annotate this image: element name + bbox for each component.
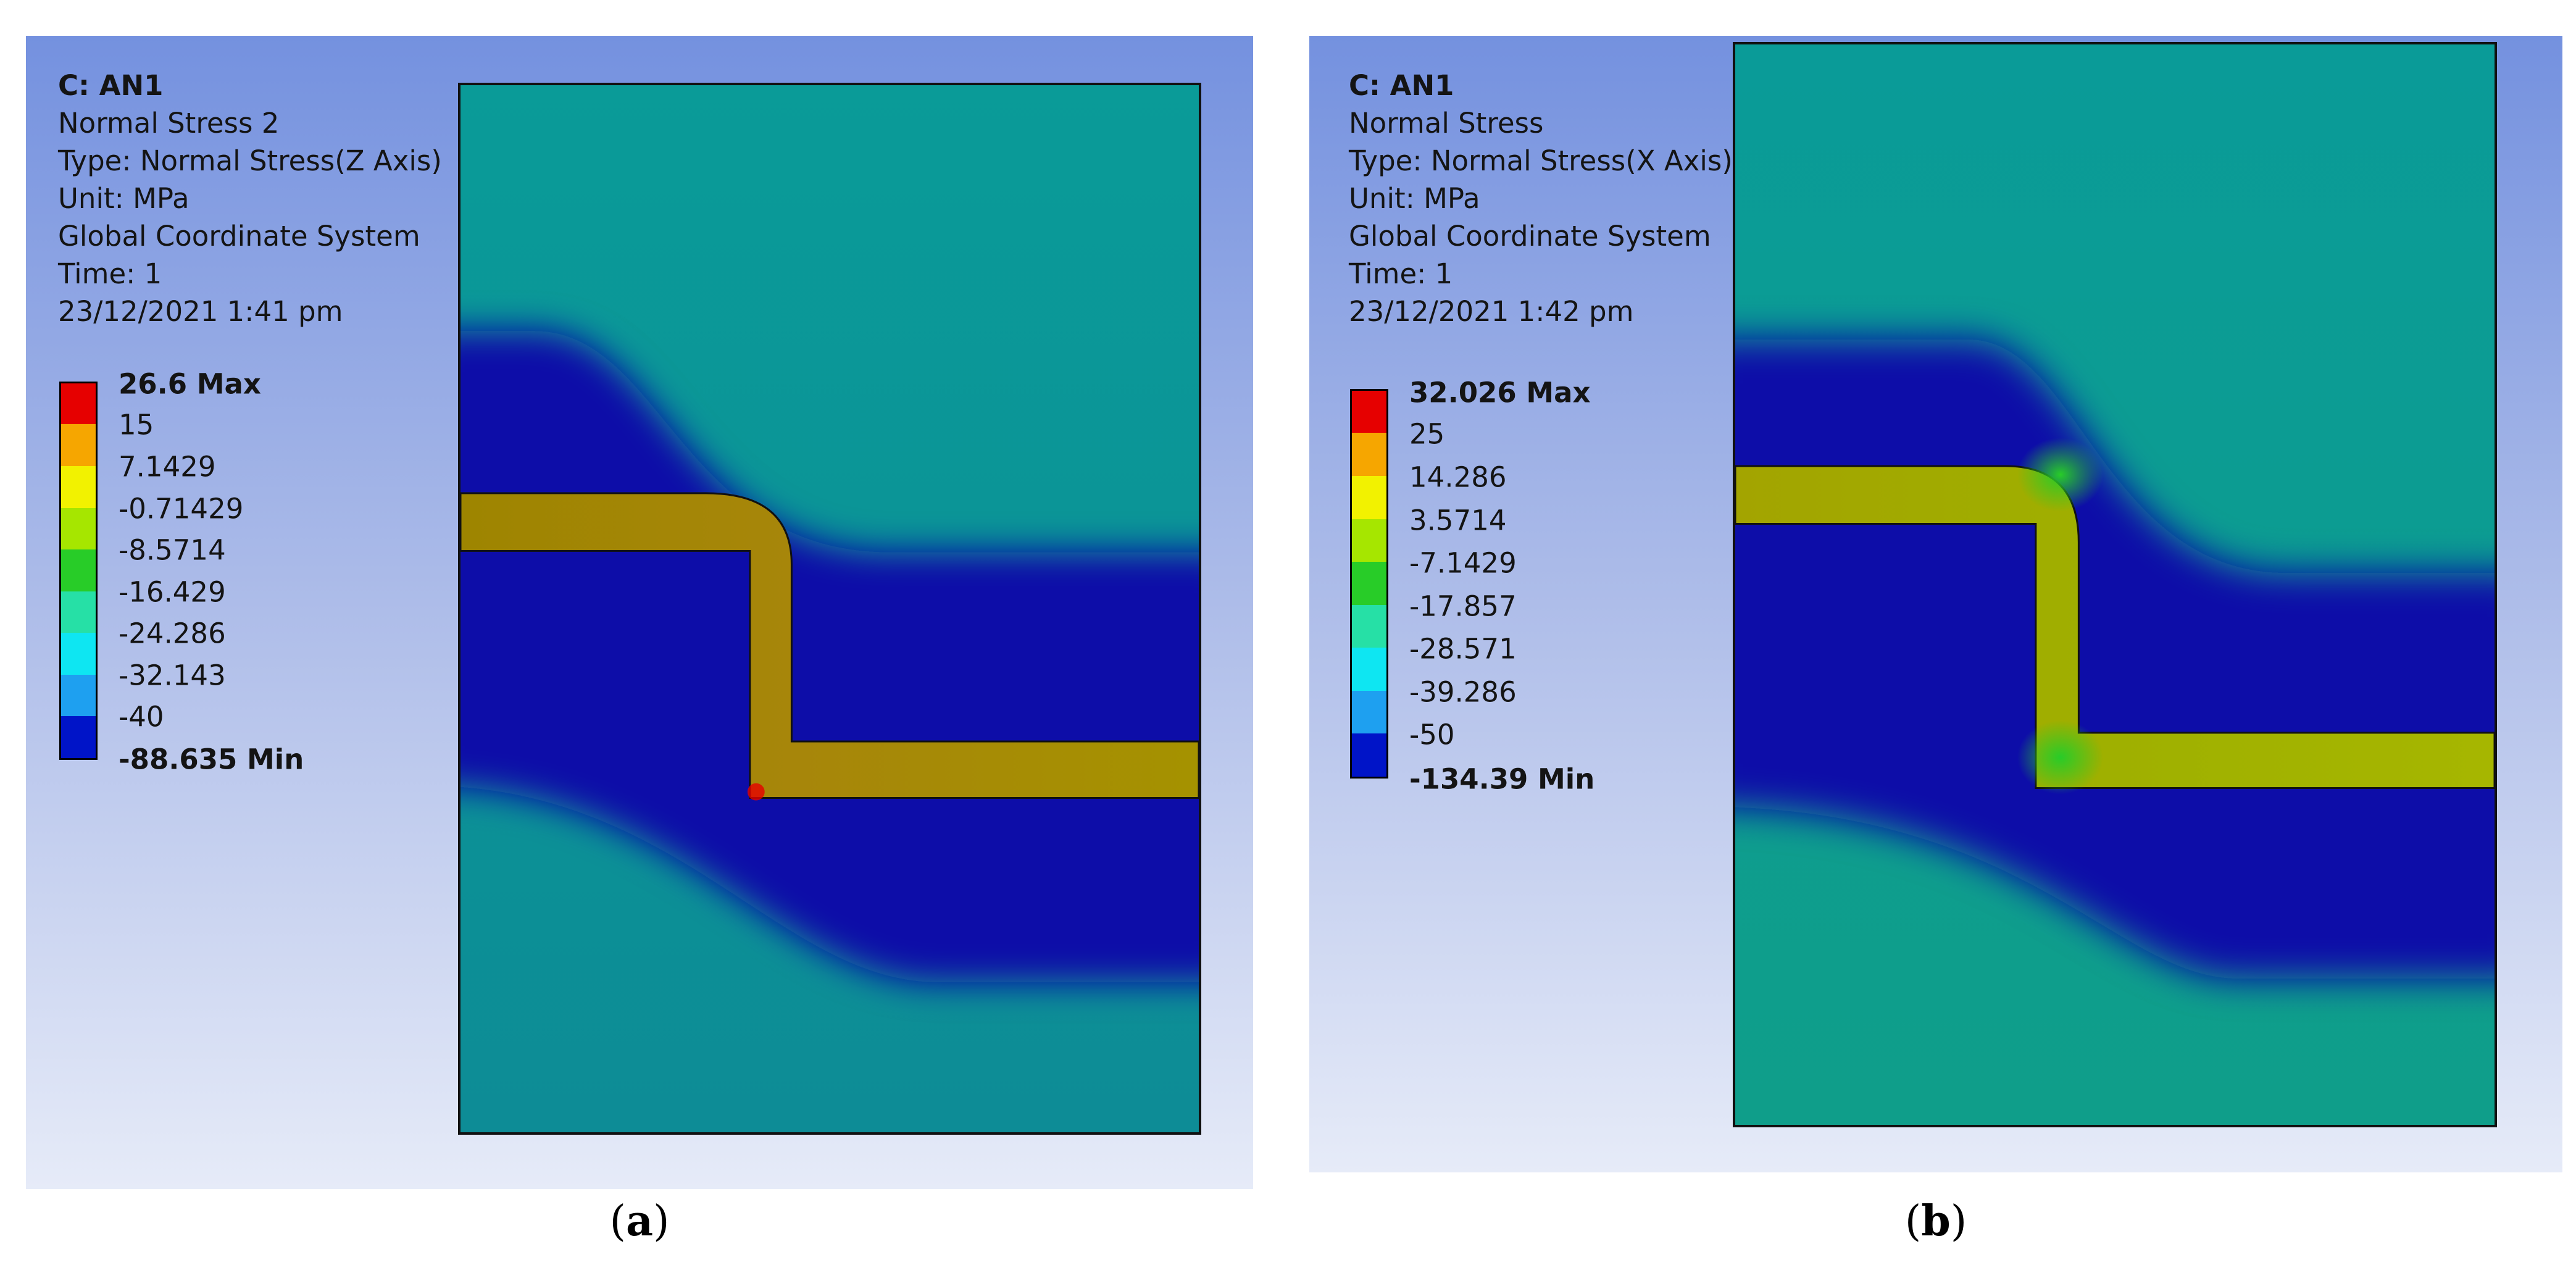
date-label: 23/12/2021 1:42 pm — [1349, 295, 1634, 328]
viewport-b[interactable]: C: AN1 Normal Stress Type: Normal Stress… — [1309, 36, 2562, 1172]
legend-color-bar — [59, 382, 98, 760]
stress-hotspot — [2017, 438, 2104, 512]
info-block: C: AN1 Normal Stress 2 Type: Normal Stre… — [58, 67, 442, 330]
legend-swatch — [61, 633, 96, 675]
contour-plot — [461, 85, 1199, 1132]
legend-level-label: 3.5714 — [1409, 504, 1507, 537]
result-type: Type: Normal Stress(Z Axis) — [58, 144, 442, 177]
legend-swatch — [61, 549, 96, 591]
stress-hotspot — [747, 783, 765, 801]
panel-caption: (a) — [609, 1196, 670, 1246]
analysis-title: C: AN1 — [58, 69, 164, 102]
legend-swatch — [1352, 562, 1386, 605]
legend-level-label: -16.429 — [119, 575, 226, 609]
legend-swatch — [61, 466, 96, 508]
legend-level-label: -0.71429 — [119, 492, 244, 525]
time-label: Time: 1 — [58, 257, 162, 290]
coordinate-system-label: Global Coordinate System — [1349, 220, 1711, 253]
legend-swatch — [61, 383, 96, 424]
legend-max-label: 26.6 Max — [119, 367, 261, 401]
legend-swatch — [1352, 733, 1386, 777]
legend-swatch — [1352, 691, 1386, 733]
unit-label: Unit: MPa — [58, 182, 190, 215]
stress-contour-model[interactable] — [458, 83, 1201, 1135]
legend-swatch — [1352, 476, 1386, 519]
unit-label: Unit: MPa — [1349, 182, 1480, 215]
time-label: Time: 1 — [1349, 257, 1453, 290]
legend-level-label: -8.5714 — [119, 533, 226, 567]
legend-color-bar — [1350, 389, 1388, 779]
legend-level-label: -50 — [1409, 718, 1455, 751]
result-type: Type: Normal Stress(X Axis) — [1349, 144, 1733, 177]
legend-swatch — [1352, 519, 1386, 562]
legend-swatch — [1352, 605, 1386, 648]
legend-swatch — [61, 424, 96, 466]
legend-swatch — [61, 716, 96, 758]
panel-b: C: AN1 Normal Stress Type: Normal Stress… — [1309, 36, 2562, 1264]
coordinate-system-label: Global Coordinate System — [58, 220, 420, 253]
viewport-a[interactable]: C: AN1 Normal Stress 2 Type: Normal Stre… — [26, 36, 1253, 1189]
panel-a: C: AN1 Normal Stress 2 Type: Normal Stre… — [26, 36, 1253, 1264]
info-block: C: AN1 Normal Stress Type: Normal Stress… — [1349, 67, 1733, 330]
legend-swatch — [61, 675, 96, 716]
legend-max-label: 32.026 Max — [1409, 376, 1591, 409]
legend-level-label: -24.286 — [119, 617, 226, 650]
stress-hotspot — [2017, 720, 2104, 795]
legend-min-label: -88.635 Min — [119, 743, 304, 776]
legend-level-label: -7.1429 — [1409, 546, 1517, 580]
result-name: Normal Stress 2 — [58, 107, 280, 140]
legend-level-label: -40 — [119, 700, 164, 733]
legend-level-label: -28.571 — [1409, 632, 1517, 666]
legend-level-label: 15 — [119, 408, 154, 441]
result-name: Normal Stress — [1349, 107, 1544, 140]
legend-level-label: -32.143 — [119, 659, 226, 692]
legend-level-label: -17.857 — [1409, 590, 1517, 623]
panel-caption: (b) — [1904, 1196, 1967, 1246]
legend-level-label: 14.286 — [1409, 461, 1507, 494]
legend-min-label: -134.39 Min — [1409, 762, 1595, 796]
stress-contour-model[interactable] — [1733, 42, 2497, 1127]
legend-level-label: 25 — [1409, 417, 1445, 451]
legend-level-label: 7.1429 — [119, 450, 216, 483]
legend-swatch — [61, 508, 96, 549]
bent-strip — [461, 492, 1199, 799]
legend-level-label: -39.286 — [1409, 675, 1517, 709]
legend-swatch — [1352, 433, 1386, 476]
analysis-title: C: AN1 — [1349, 69, 1454, 102]
legend-swatch — [1352, 648, 1386, 691]
legend-swatch — [1352, 391, 1386, 433]
legend-swatch — [61, 591, 96, 633]
contour-plot — [1735, 44, 2495, 1125]
date-label: 23/12/2021 1:41 pm — [58, 295, 343, 328]
